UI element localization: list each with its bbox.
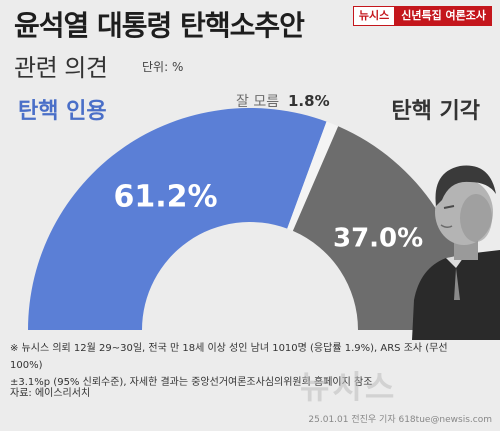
category-label-2: 탄핵 기각 [391,99,480,124]
survey-note: ※ 뉴시스 의뢰 12월 29~30일, 전국 만 18세 이상 성인 남녀 1… [10,340,482,391]
source-label: 자료: 에이스리서치 [10,388,91,399]
watermark: 뉴시스 [300,368,398,406]
survey-note-line1: ※ 뉴시스 의뢰 12월 29~30일, 전국 만 18세 이상 성인 남녀 1… [10,343,448,371]
unit-label: 단위: % [142,60,184,74]
category-label-1: 잘 모름 [236,94,279,110]
page-title: 윤석열 대통령 탄핵소추안 [14,9,305,42]
category-label-0: 탄핵 인용 [18,99,107,124]
page-subtitle: 관련 의견 [14,54,108,82]
badge-series: 신년특집 여론조사 [395,6,492,26]
value-label-0: 61.2% [114,180,218,215]
value-label-2: 37.0% [333,224,423,254]
value-label-1: 1.8% [288,92,330,110]
badge-brand: 뉴시스 [352,6,396,26]
survey-note-line2: ±3.1%p (95% 신뢰수준), 자세한 결과는 중앙선거여론조사심의위원회… [10,377,373,388]
slice-0 [28,107,327,331]
series-badge: 뉴시스 신년특집 여론조사 [352,6,492,26]
portrait-image [412,165,500,340]
slice-1 [287,121,339,231]
credit-line: 25.01.01 전진우 기자 618tue@newsis.com [308,415,492,425]
